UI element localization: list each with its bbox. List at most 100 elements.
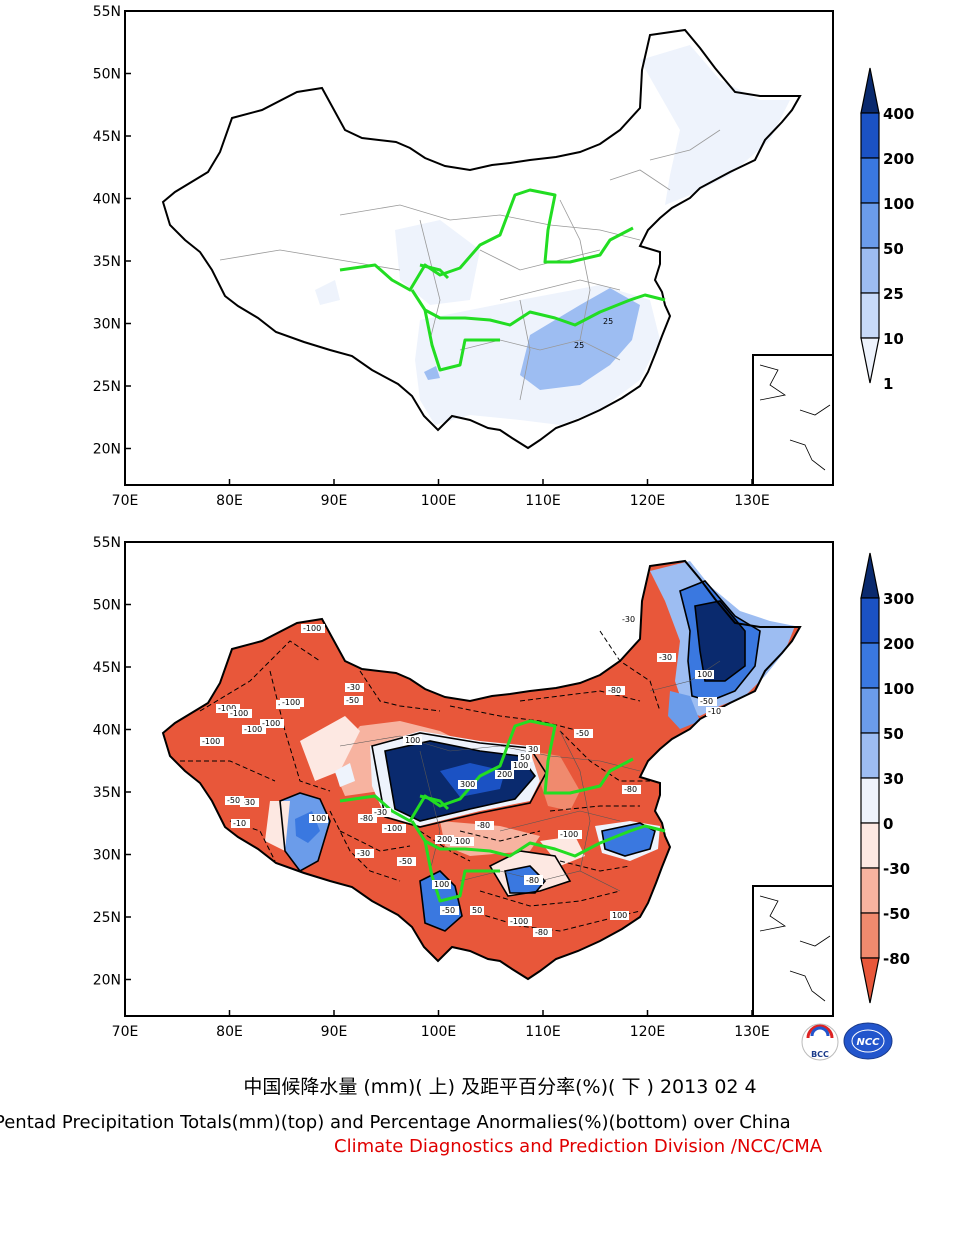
top-rivers [339, 188, 666, 372]
lat-tick-label: 50N [93, 598, 121, 614]
colorbar-label: 0 [883, 815, 893, 833]
contour-label-bg [518, 753, 532, 762]
colorbar-box [860, 642, 880, 689]
lat-tick-label: 40N [93, 723, 121, 739]
contour-label: 25 [603, 317, 613, 326]
lon-tick-label: 100E [421, 493, 457, 509]
contour-label-bg [403, 736, 422, 745]
lat-tick-label: 45N [93, 129, 121, 145]
bottom-contour-labels: -100-100-100-100-100-100-100-30-50-80100… [200, 615, 725, 937]
lat-tick-label: 50N [93, 67, 121, 83]
lon-tick-label: 70E [112, 493, 139, 509]
lat-tick-label: 25N [93, 379, 121, 395]
bottom-map-frame [124, 541, 834, 1017]
contour-label-bg [533, 928, 552, 937]
contour-label: 30 [528, 745, 538, 754]
contour-label: 50 [520, 753, 530, 762]
contour-label: 100 [612, 911, 627, 920]
lon-tick-label: 80E [216, 1024, 243, 1040]
ncc-logo: NCC [843, 1022, 893, 1060]
contour-label-bg [242, 725, 266, 734]
contour-label: -50 [227, 796, 240, 805]
contour-label: -100 [230, 709, 248, 718]
lon-tick-label: 110E [525, 1024, 561, 1040]
contour-label: -100 [202, 737, 220, 746]
lon-tick-label: 70E [112, 1024, 139, 1040]
lat-tick-label: 30N [93, 317, 121, 333]
lat-tick-label: 45N [93, 660, 121, 676]
lon-tick-label: 90E [321, 1024, 348, 1040]
contour-label-bg [508, 917, 532, 926]
contour-label: -10 [708, 707, 721, 716]
contour-label-bg [440, 906, 459, 915]
contour-label: -50 [576, 729, 589, 738]
colorbar-label: 200 [883, 150, 914, 168]
contour-label: 200 [437, 835, 452, 844]
contour-label-bg [470, 906, 484, 915]
contour-label-bg [432, 880, 451, 889]
top-axis-ticks: 55N 50N 45N 40N 35N 30N 25N 20N 70E 80E 90E 100E 110… [93, 4, 770, 509]
lon-tick-label: 90E [321, 493, 348, 509]
bcc-logo-text: BCC [811, 1050, 829, 1059]
bottom-rivers [339, 719, 666, 903]
contour-label-bg [372, 808, 391, 817]
contour-label-bg [657, 653, 676, 662]
contour-label-bg [382, 824, 406, 833]
contour-label: -80 [526, 876, 539, 885]
contour-label: -100 [303, 624, 321, 633]
contour-label: -80 [477, 821, 490, 830]
contour-label: -30 [357, 849, 370, 858]
colorbar-label: 30 [883, 770, 904, 788]
contour-label: -80 [360, 814, 373, 823]
lat-tick-label: 55N [93, 4, 121, 20]
colorbar-box [860, 822, 880, 869]
colorbar-top-arrow [860, 552, 880, 599]
contour-label: -100 [244, 725, 262, 734]
colorbar-box [860, 687, 880, 734]
contour-label-bg [695, 670, 714, 679]
colorbar-label: 300 [883, 590, 914, 608]
contour-label: -100 [282, 698, 300, 707]
contour-label-bg [260, 719, 284, 728]
contour-label: -100 [262, 719, 280, 728]
contour-label: -80 [608, 686, 621, 695]
contour-label: -80 [535, 928, 548, 937]
lon-tick-label: 80E [216, 493, 243, 509]
contour-label: 100 [434, 880, 449, 889]
bottom-axis-ticks: 55N 50N 45N 40N 35N 30N 25N 20N 70E 80E 90E 100E 110… [93, 535, 770, 1040]
contour-label-bg [524, 876, 543, 885]
contour-label: -50 [346, 696, 359, 705]
contour-label: -100 [452, 837, 470, 846]
contour-label-bg [475, 821, 494, 830]
ncc-logo-text: NCC [856, 1037, 880, 1048]
colorbar-box [860, 597, 880, 644]
lat-tick-label: 25N [93, 910, 121, 926]
contour-label: -30 [242, 798, 255, 807]
lat-tick-label: 20N [93, 973, 121, 989]
colorbar-box [860, 732, 880, 779]
colorbar-label: 100 [883, 680, 914, 698]
colorbar-label: -30 [883, 860, 910, 878]
contour-label: -30 [622, 615, 635, 624]
colorbar-label: 400 [883, 105, 914, 123]
colorbar-box [860, 247, 880, 294]
contour-label-bg [355, 849, 374, 858]
contour-label: -50 [442, 906, 455, 915]
contour-label-bg [225, 796, 244, 805]
lon-tick-label: 100E [421, 1024, 457, 1040]
colorbar-label: -50 [883, 905, 910, 923]
contour-label-bg [345, 683, 364, 692]
lat-tick-label: 35N [93, 785, 121, 801]
contour-label-bg [620, 615, 639, 624]
contour-label-bg [435, 835, 454, 844]
contour-label: -30 [374, 808, 387, 817]
top-colorbar: 400 200 100 50 25 10 1 [860, 67, 914, 393]
contour-label: -80 [624, 785, 637, 794]
bcc-logo: BCC [801, 1023, 839, 1061]
colorbar-bottom-arrow [860, 957, 880, 1004]
contour-label: 200 [497, 770, 512, 779]
lon-tick-label: 120E [630, 493, 666, 509]
lat-tick-label: 40N [93, 192, 121, 208]
